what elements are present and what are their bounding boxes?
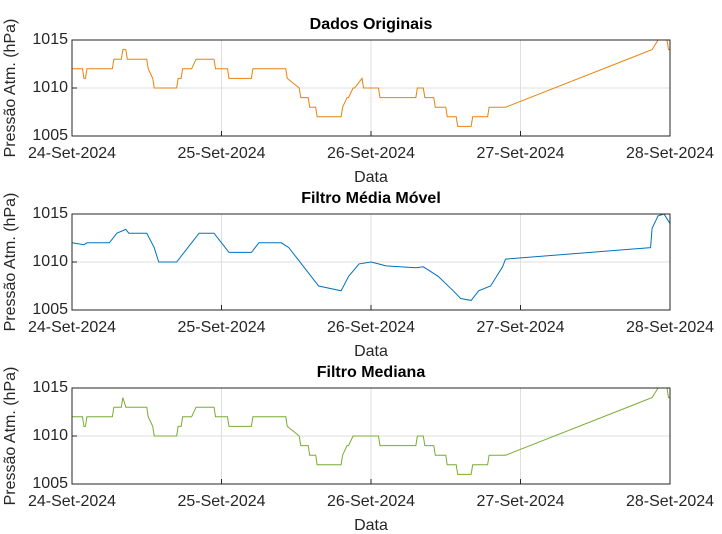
x-tick-label: 28-Set-2024 [626,319,714,336]
y-tick-label: 1010 [32,253,68,270]
y-tick-label: 1015 [32,31,68,48]
x-tick-label: 28-Set-2024 [626,493,714,510]
y-tick-label: 1015 [32,205,68,222]
x-tick-label: 24-Set-2024 [28,493,116,510]
x-tick-label: 26-Set-2024 [327,493,415,510]
x-tick-label: 25-Set-2024 [177,319,265,336]
y-tick-label: 1005 [32,475,68,492]
x-tick-label: 26-Set-2024 [327,145,415,162]
x-tick-label: 27-Set-2024 [476,493,564,510]
y-tick-label: 1015 [32,379,68,396]
x-tick-label: 24-Set-2024 [28,319,116,336]
x-tick-label: 25-Set-2024 [177,493,265,510]
axes-box [71,387,671,485]
x-tick-label: 27-Set-2024 [476,145,564,162]
x-axis-label: Data [354,517,388,534]
y-tick-label: 1005 [32,127,68,144]
x-axis-label: Data [354,169,388,186]
y-tick-label: 1010 [32,79,68,96]
data-line [71,213,671,301]
data-line [72,387,670,475]
y-axis-label: Pressão Atm. (hPa) [2,19,19,158]
chart-title: Filtro Mediana [317,364,426,381]
x-tick-label: 28-Set-2024 [626,145,714,162]
chart-title: Dados Originais [310,16,433,33]
y-tick-label: 1010 [32,427,68,444]
x-tick-label: 24-Set-2024 [28,145,116,162]
axes-box [71,213,671,311]
data-line [72,39,670,127]
axes-box [71,39,671,137]
y-axis-label: Pressão Atm. (hPa) [2,367,19,506]
y-axis-label: Pressão Atm. (hPa) [2,193,19,332]
chart-title: Filtro Média Móvel [301,190,441,207]
x-tick-label: 25-Set-2024 [177,145,265,162]
x-tick-label: 26-Set-2024 [327,319,415,336]
x-axis-label: Data [354,343,388,360]
x-tick-label: 27-Set-2024 [476,319,564,336]
y-tick-label: 1005 [32,301,68,318]
